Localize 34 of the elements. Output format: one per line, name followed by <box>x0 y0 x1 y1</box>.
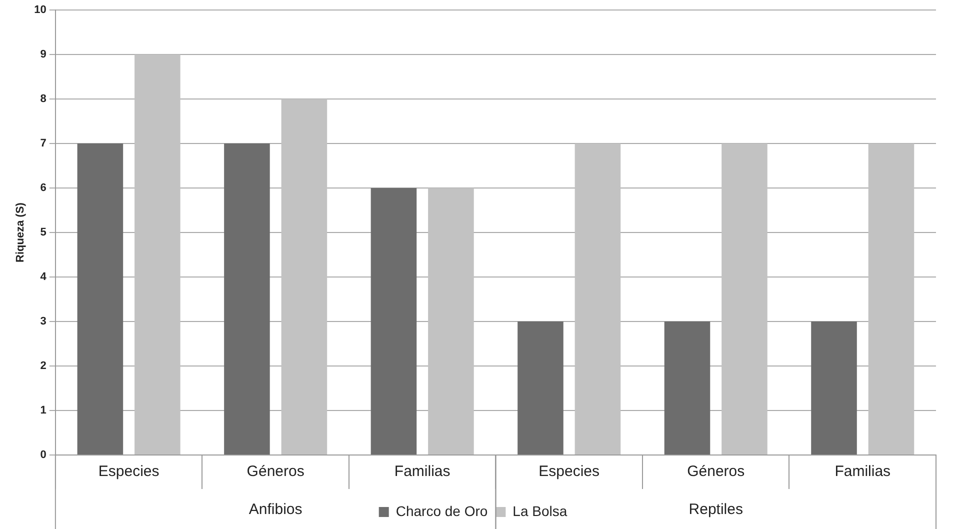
y-axis-title: Riqueza (S) <box>14 202 27 262</box>
y-tick-label: 9 <box>40 48 46 61</box>
y-tick-label: 7 <box>40 138 46 150</box>
bar <box>518 322 564 454</box>
x-tick-label: Géneros <box>246 463 304 480</box>
y-tick-label: 8 <box>40 93 46 106</box>
bar <box>574 144 621 454</box>
y-tick-label: 5 <box>40 226 46 239</box>
x-tick-label: Familias <box>834 463 891 480</box>
bar <box>77 144 124 454</box>
y-tick-label: 1 <box>40 404 46 417</box>
bar <box>134 54 180 454</box>
y-tick-label: 2 <box>40 360 46 372</box>
legend-label: La Bolsa <box>512 502 568 519</box>
bar <box>370 188 417 454</box>
x-tick-label: Especies <box>538 463 600 480</box>
bar <box>428 188 474 454</box>
y-tick-label: 4 <box>40 271 48 284</box>
text: Reptiles <box>688 501 743 518</box>
x-tick-label: Géneros <box>687 463 745 480</box>
bar <box>868 144 914 454</box>
bar <box>224 144 270 454</box>
y-tick-label: 0 <box>40 449 46 462</box>
x-tick-label: Familias <box>394 463 450 480</box>
legend-label: Charco de Oro <box>396 502 488 519</box>
y-tick-label: 10 <box>34 4 46 16</box>
y-tick-label: 3 <box>40 316 46 328</box>
y-tick-label: 6 <box>40 182 46 194</box>
bar <box>281 99 328 454</box>
x-tick-label: Especies <box>98 463 160 480</box>
bar <box>811 322 857 454</box>
text: Anfibios <box>248 501 302 518</box>
bar <box>722 144 768 454</box>
bar <box>664 322 710 454</box>
